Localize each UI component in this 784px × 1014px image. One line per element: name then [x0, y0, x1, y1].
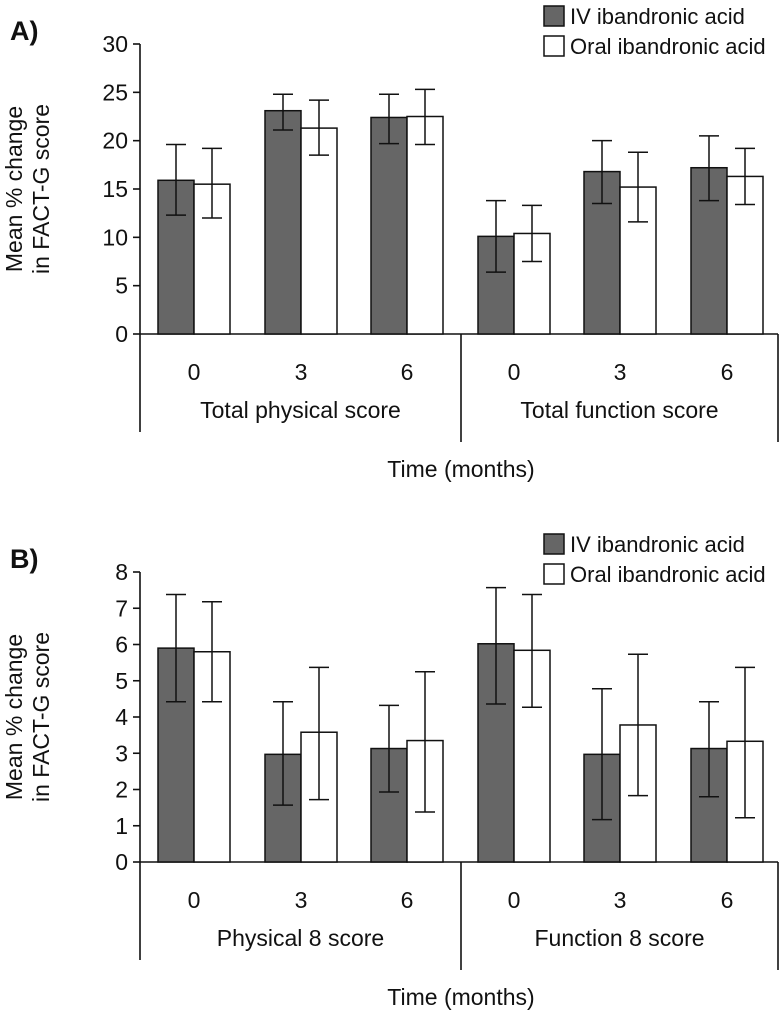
y-tick-label: 1 — [115, 813, 128, 839]
group-label: Total physical score — [200, 397, 401, 423]
y-axis-label: Mean % changein FACT-G score — [1, 632, 54, 802]
category-label: 3 — [614, 359, 627, 385]
group-label: Physical 8 score — [217, 925, 384, 951]
bar-iv — [264, 109, 302, 335]
category-label: 0 — [188, 887, 201, 913]
y-tick-label: 6 — [115, 632, 128, 658]
legend-swatch-oral — [543, 563, 565, 585]
category-label: 3 — [295, 359, 308, 385]
x-axis-title: Time (months) — [387, 984, 534, 1010]
y-tick-label: 3 — [115, 740, 128, 766]
legend-swatch-oral — [543, 35, 565, 57]
group-label: Total function score — [520, 397, 718, 423]
legend-swatch-iv — [543, 5, 565, 27]
bar-iv — [370, 116, 408, 335]
y-tick-label: 5 — [115, 273, 128, 299]
legend-label-iv: IV ibandronic acid — [570, 532, 745, 557]
category-label: 0 — [508, 359, 521, 385]
y-tick-label: 0 — [115, 321, 128, 347]
y-tick-label: 0 — [115, 849, 128, 875]
y-tick-label: 2 — [115, 777, 128, 803]
panel-label: A) — [10, 16, 39, 46]
panel-label: B) — [10, 544, 39, 574]
y-tick-label: 25 — [102, 79, 128, 105]
y-tick-label: 4 — [115, 704, 128, 730]
y-tick-label: 10 — [102, 224, 128, 250]
y-tick-label: 30 — [102, 31, 128, 57]
category-label: 6 — [721, 887, 734, 913]
category-label: 6 — [721, 359, 734, 385]
y-axis-label-line: Mean % change — [1, 106, 27, 272]
y-axis-label-line: Mean % change — [1, 634, 27, 800]
y-axis-label-line: in FACT-G score — [28, 104, 54, 274]
category-label: 3 — [614, 887, 627, 913]
legend-label-iv: IV ibandronic acid — [570, 4, 745, 29]
y-tick-label: 8 — [115, 559, 128, 585]
x-axis-title: Time (months) — [387, 456, 534, 482]
category-label: 0 — [188, 359, 201, 385]
category-label: 0 — [508, 887, 521, 913]
y-tick-label: 15 — [102, 176, 128, 202]
legend-label-oral: Oral ibandronic acid — [570, 562, 766, 587]
y-tick-label: 20 — [102, 128, 128, 154]
bar-oral — [406, 115, 444, 335]
category-label: 3 — [295, 887, 308, 913]
y-tick-label: 5 — [115, 668, 128, 694]
y-tick-label: 7 — [115, 595, 128, 621]
bar-oral — [300, 127, 338, 335]
panel-b-chart: B) 0 1 2 3 4 5 6 7 8 Mean % changein FACT-G score 0… — [1, 532, 779, 1010]
legend-label-oral: Oral ibandronic acid — [570, 34, 766, 59]
category-label: 6 — [401, 359, 414, 385]
group-label: Function 8 score — [534, 925, 704, 951]
category-label: 6 — [401, 887, 414, 913]
legend-swatch-iv — [543, 533, 565, 555]
y-axis-label: Mean % changein FACT-G score — [1, 104, 54, 274]
y-axis-label-line: in FACT-G score — [28, 632, 54, 802]
